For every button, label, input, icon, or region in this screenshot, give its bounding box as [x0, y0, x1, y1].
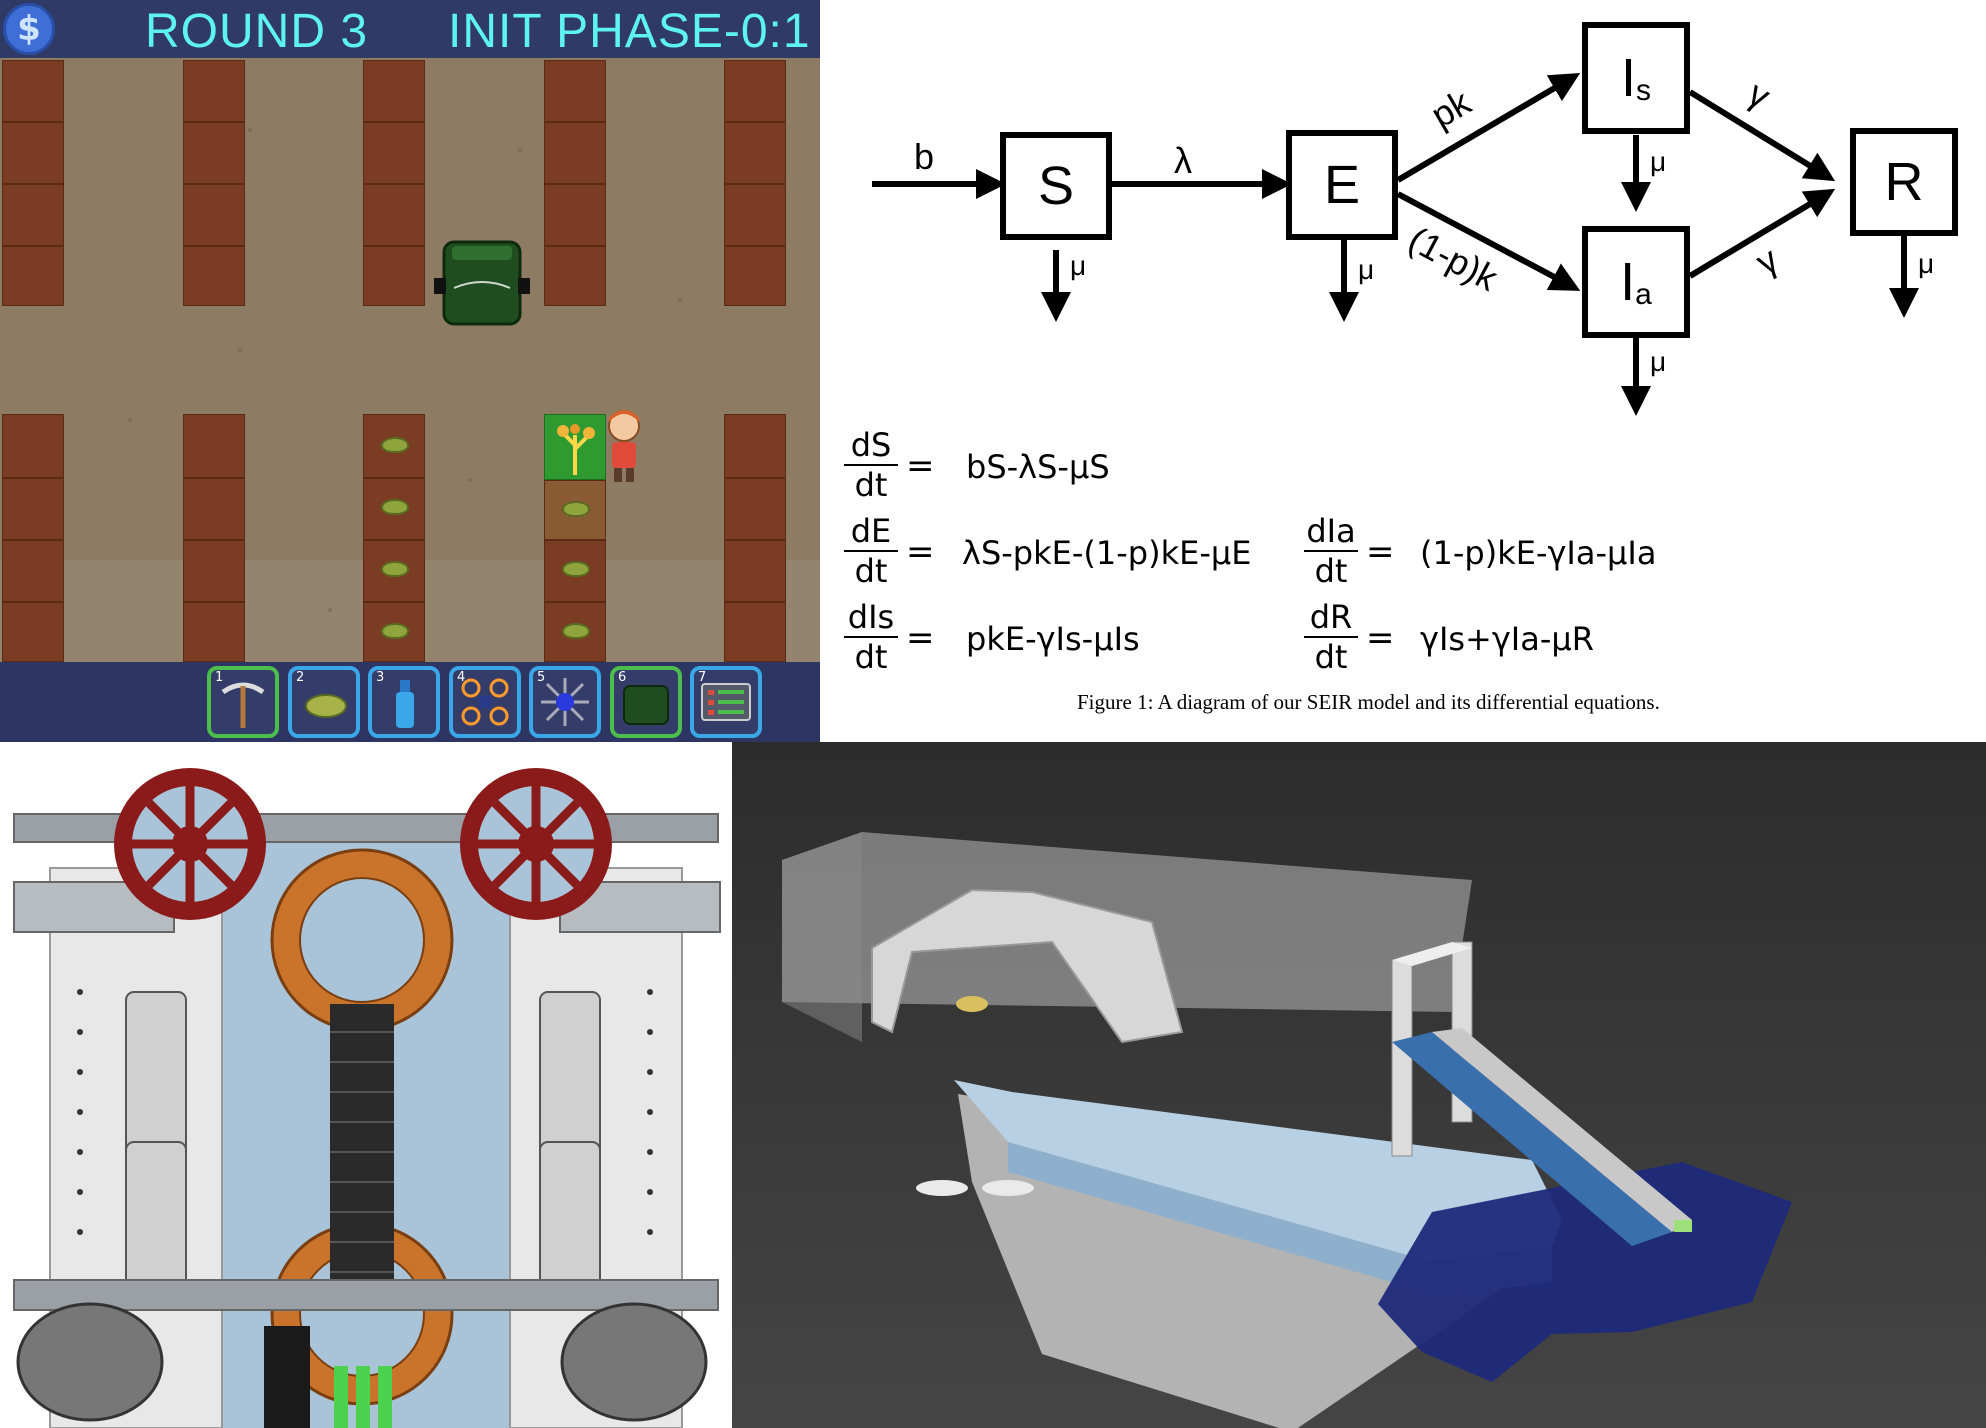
hotbar-slot-7[interactable]: 7 [690, 666, 762, 738]
rate-b: b [914, 136, 935, 177]
hotbar-slot-3[interactable]: 3 [368, 666, 440, 738]
drone-icon [461, 678, 509, 726]
rate-lambda: λ [1174, 140, 1192, 181]
round-label: ROUND 3 [145, 5, 369, 58]
farm-plot[interactable] [363, 414, 425, 662]
farm-game-screenshot: $ ROUND 3 INIT PHASE-0:1 [0, 0, 820, 742]
seed-icon [305, 694, 347, 718]
farm-plot[interactable] [2, 60, 64, 306]
hotbar-slot-1[interactable]: 1 [207, 666, 279, 738]
spray-bottle-icon [396, 680, 414, 728]
farm-plot[interactable] [183, 414, 245, 662]
rate-mu-E: μ [1358, 254, 1375, 285]
hotbar-slot-2[interactable]: 2 [288, 666, 360, 738]
seedling-icon [562, 561, 590, 577]
pickaxe-icon [221, 682, 265, 728]
seedling-icon [381, 437, 409, 453]
hotbar-slot-5[interactable]: 5 [529, 666, 601, 738]
robot-chassis-drawing [0, 742, 732, 1428]
box-R: R [1850, 128, 1958, 236]
rate-mu-S: μ [1070, 250, 1087, 281]
eq-dS-frac: dS dt [844, 426, 898, 504]
eq-dIs-rhs: pkE-γIs-μIs [966, 620, 1140, 658]
coin-icon[interactable]: $ [3, 3, 55, 55]
farm-plot[interactable] [544, 480, 606, 540]
phase-label: INIT PHASE-0:1 [448, 5, 811, 58]
eq-dE-frac: dE dt [844, 512, 898, 590]
reel-left [114, 768, 266, 920]
farm-plot[interactable] [363, 60, 425, 306]
eq-dIa-frac: dIa dt [1304, 512, 1358, 590]
top-hud: $ ROUND 3 INIT PHASE-0:1 [0, 0, 820, 58]
eq-dE-rhs: λS-pkE-(1-p)kE-μE [962, 534, 1252, 572]
farm-plot[interactable] [724, 414, 786, 662]
farm-plot[interactable] [544, 60, 606, 306]
eq-dE-equals: = [906, 532, 935, 572]
box-E: E [1286, 130, 1398, 240]
rate-mu-Ia: μ [1650, 346, 1667, 377]
farm-plot[interactable] [544, 540, 606, 662]
tractor-icon [623, 685, 669, 725]
eq-dIs-equals: = [906, 618, 935, 658]
growing-plant-icon [557, 424, 595, 475]
control-panel-icon [701, 683, 751, 721]
seedling-icon [381, 623, 409, 639]
hotbar-slot-6[interactable]: 6 [610, 666, 682, 738]
seedling-icon [562, 623, 590, 639]
rate-mu-Is: μ [1650, 146, 1667, 177]
rate-mu-R: μ [1918, 248, 1935, 279]
reel-right [460, 768, 612, 920]
eq-dR-rhs: γIs+γIa-μR [1420, 620, 1594, 658]
farm-plot[interactable] [2, 414, 64, 662]
boat-3d-render [732, 742, 1986, 1428]
sprinkler-icon [541, 678, 589, 726]
eq-dIa-rhs: (1-p)kE-γIa-μIa [1420, 534, 1657, 572]
selected-plot[interactable] [544, 414, 606, 480]
figure-caption: Figure 1: A diagram of our SEIR model an… [1077, 690, 1660, 714]
seedling-icon [381, 561, 409, 577]
boat-model-drawing [732, 742, 1986, 1428]
eq-dS-equals: = [906, 446, 935, 486]
seedling-icon [381, 499, 409, 515]
farm-plot[interactable] [724, 60, 786, 306]
eq-dS-rhs: bS-λS-μS [966, 448, 1110, 486]
eq-dIa-equals: = [1366, 532, 1395, 572]
hotbar-slot-4[interactable]: 4 [449, 666, 521, 738]
robot-cad-render [0, 742, 732, 1428]
eq-dIs-frac: dIs dt [844, 598, 898, 676]
seedling-icon [562, 501, 590, 517]
box-S: S [1000, 132, 1112, 240]
eq-dR-equals: = [1366, 618, 1395, 658]
farm-plot[interactable] [183, 60, 245, 306]
tractor-sprite[interactable] [432, 238, 532, 328]
eq-dR-frac: dR dt [1304, 598, 1358, 676]
seir-arrows [872, 72, 1919, 416]
farmer-character[interactable] [600, 408, 646, 486]
